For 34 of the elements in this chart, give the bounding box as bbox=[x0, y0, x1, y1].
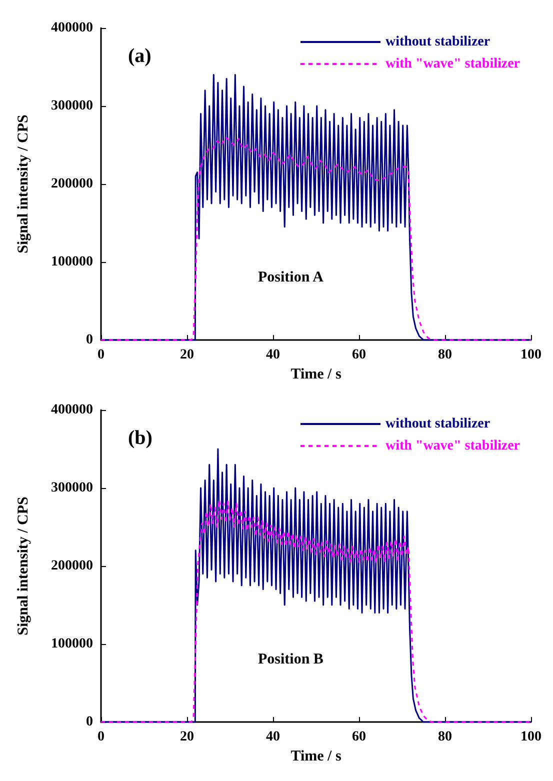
x-tick-label: 100 bbox=[520, 730, 542, 744]
text: without stabilizer bbox=[385, 416, 490, 432]
x-tick-label: 60 bbox=[352, 730, 366, 744]
y-tick-label: 400000 bbox=[51, 20, 93, 36]
x-tick-label: 80 bbox=[438, 348, 452, 362]
x-tick-label: 40 bbox=[266, 348, 280, 362]
annotation: (b) bbox=[128, 427, 152, 449]
annotation: Position A bbox=[258, 270, 324, 286]
x-tick-label: 60 bbox=[352, 348, 366, 362]
annotation: Position B bbox=[258, 652, 324, 668]
x-tick-label: 20 bbox=[180, 348, 194, 362]
y-tick-label: 0 bbox=[86, 714, 93, 730]
x-tick-label: 100 bbox=[520, 348, 542, 362]
y-axis-title: Signal intensity / CPS bbox=[16, 114, 32, 254]
y-axis-title: Signal intensity / CPS bbox=[16, 496, 32, 636]
text: with "wave" stabilizer bbox=[385, 56, 520, 72]
y-tick-label: 0 bbox=[86, 332, 93, 348]
x-tick-label: 20 bbox=[180, 730, 194, 744]
x-tick-label: 40 bbox=[266, 730, 280, 744]
x-tick-label: 80 bbox=[438, 730, 452, 744]
x-tick-label: 0 bbox=[98, 348, 104, 362]
x-axis-title: Time / s bbox=[290, 366, 342, 382]
y-tick-label: 200000 bbox=[51, 558, 93, 574]
text: with "wave" stabilizer bbox=[385, 438, 520, 454]
x-axis-title: Time / s bbox=[290, 748, 342, 764]
y-tick-label: 100000 bbox=[51, 636, 93, 652]
y-tick-label: 300000 bbox=[51, 98, 93, 114]
y-tick-label: 100000 bbox=[51, 254, 93, 270]
annotation: (a) bbox=[128, 45, 152, 67]
y-tick-label: 400000 bbox=[51, 402, 93, 418]
y-tick-label: 200000 bbox=[51, 176, 93, 192]
x-tick-label: 0 bbox=[98, 730, 104, 744]
text: without stabilizer bbox=[385, 34, 490, 50]
y-tick-label: 300000 bbox=[51, 480, 93, 496]
